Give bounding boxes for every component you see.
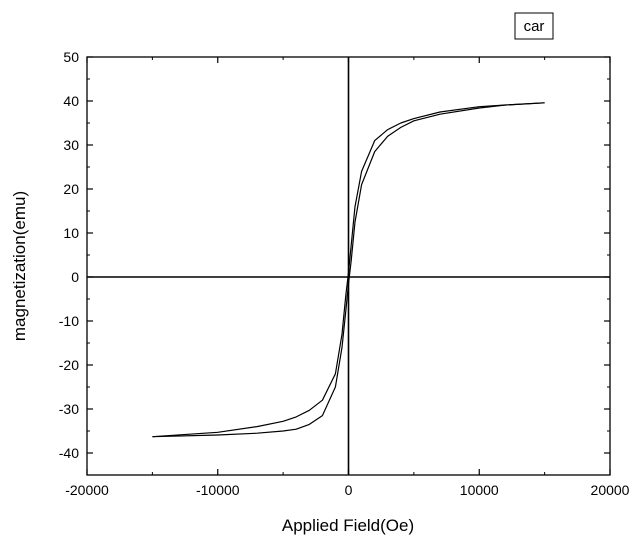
y-tick-label: 30	[63, 137, 79, 153]
y-tick-label: -10	[59, 313, 79, 329]
y-tick-label: 40	[63, 93, 79, 109]
y-tick-label: 0	[71, 269, 79, 285]
x-tick-label: 10000	[460, 482, 499, 498]
legend: car	[514, 12, 554, 40]
x-tick-label: -20000	[65, 482, 109, 498]
x-tick-label: -10000	[196, 482, 240, 498]
y-tick-label: 50	[63, 49, 79, 65]
series-line-ascending	[152, 102, 545, 438]
legend-box	[514, 12, 554, 40]
series-line-descending	[152, 102, 545, 438]
y-axis-title: magnetization(emu)	[10, 191, 29, 341]
data-series	[152, 102, 545, 438]
axis-tick-labels: -20000 -10000 0 10000 20000 -40 -30 -20 -10 0 10 20…	[59, 49, 630, 498]
y-tick-label: 10	[63, 225, 79, 241]
y-tick-label: -40	[59, 445, 79, 461]
x-tick-label: 0	[345, 482, 353, 498]
y-tick-label: -20	[59, 357, 79, 373]
x-axis-title: Applied Field(Oe)	[282, 516, 414, 535]
zero-axis-lines	[87, 57, 610, 475]
y-tick-label: 20	[63, 181, 79, 197]
legend-label: car	[524, 18, 545, 35]
y-tick-label: -30	[59, 401, 79, 417]
x-tick-label: 20000	[591, 482, 630, 498]
